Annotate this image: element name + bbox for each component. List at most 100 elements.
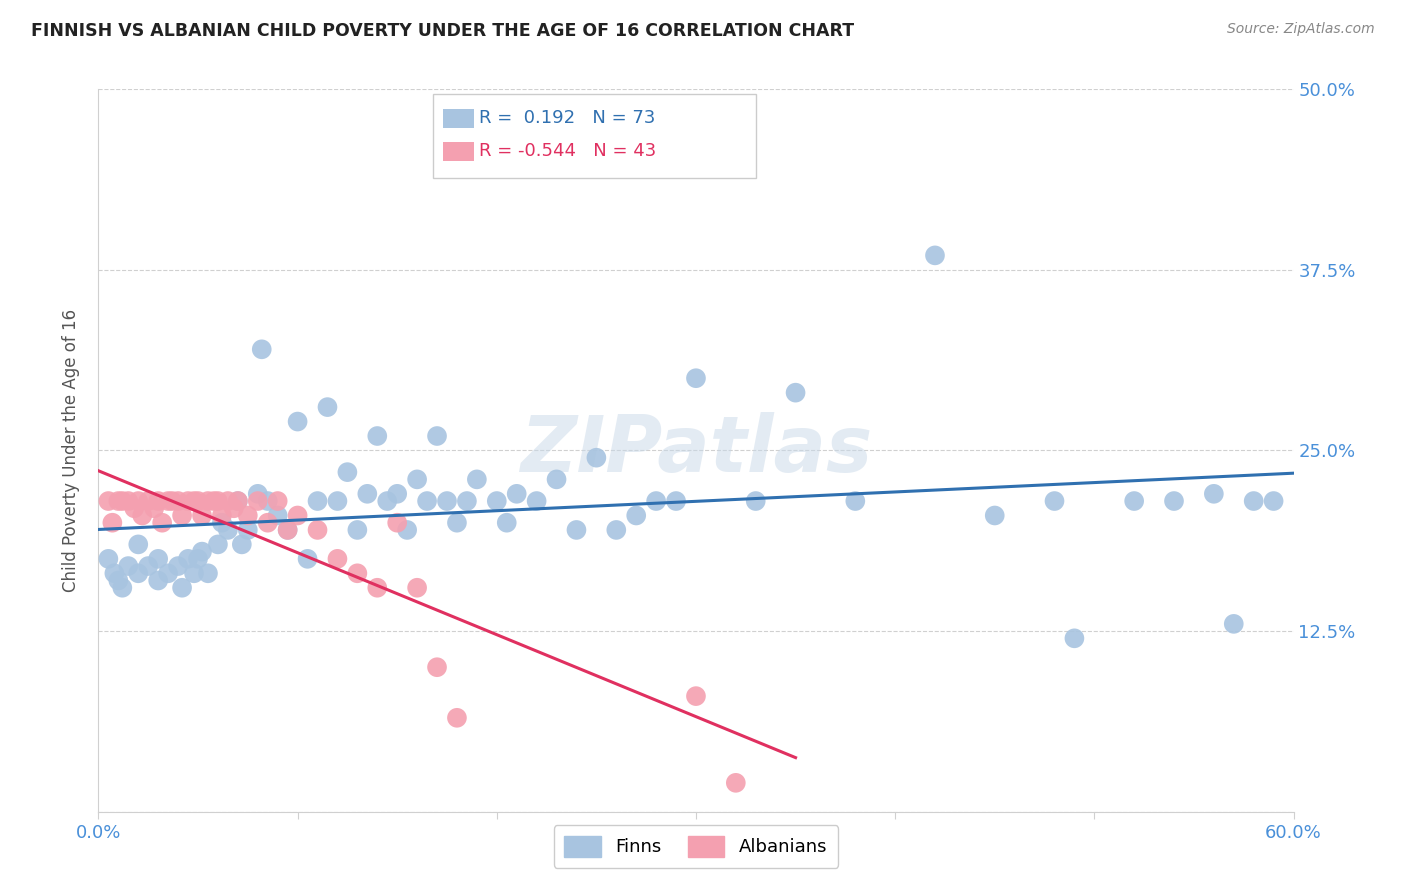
Point: [202, 494, 225, 508]
Point: [297, 551, 319, 566]
Point: [136, 559, 159, 574]
Point: [187, 551, 209, 566]
Point: [1123, 494, 1146, 508]
Point: [183, 566, 205, 581]
Point: [107, 494, 129, 508]
Point: [287, 415, 309, 429]
Point: [446, 516, 468, 530]
Point: [191, 508, 214, 523]
Point: [1263, 494, 1285, 508]
Point: [485, 494, 508, 508]
Point: [250, 343, 273, 357]
Point: [256, 494, 278, 508]
Point: [127, 566, 149, 581]
Point: [172, 581, 194, 595]
Point: [277, 523, 299, 537]
Point: [177, 494, 200, 508]
Point: [745, 494, 768, 508]
Point: [143, 501, 166, 516]
Point: [226, 494, 249, 508]
Point: [117, 494, 139, 508]
Point: [97, 551, 120, 566]
Point: [127, 494, 149, 508]
Point: [217, 523, 239, 537]
Point: [1243, 494, 1265, 508]
Point: [211, 516, 233, 530]
Point: [366, 429, 388, 443]
Point: [346, 523, 368, 537]
Point: [246, 494, 269, 508]
Point: [148, 494, 170, 508]
Point: [336, 465, 359, 479]
Point: [585, 450, 607, 465]
Point: [724, 776, 747, 790]
Point: [356, 487, 378, 501]
Point: [307, 523, 329, 537]
Point: [131, 508, 153, 523]
Point: [665, 494, 688, 508]
Y-axis label: Child Poverty Under the Age of 16: Child Poverty Under the Age of 16: [62, 309, 80, 592]
Point: [406, 472, 429, 486]
Point: [117, 559, 139, 574]
Point: [111, 494, 134, 508]
Point: [506, 487, 529, 501]
Legend: Finns, Albanians: Finns, Albanians: [554, 825, 838, 868]
Point: [148, 551, 170, 566]
Point: [605, 523, 627, 537]
Point: [785, 385, 807, 400]
Point: [316, 400, 339, 414]
Point: [426, 429, 449, 443]
Point: [150, 516, 173, 530]
Point: [148, 574, 170, 588]
Point: [111, 581, 134, 595]
Point: [226, 494, 249, 508]
Text: Source: ZipAtlas.com: Source: ZipAtlas.com: [1227, 22, 1375, 37]
Point: [307, 494, 329, 508]
Text: R = -0.544   N = 43: R = -0.544 N = 43: [479, 142, 657, 160]
Point: [167, 494, 190, 508]
Point: [97, 494, 120, 508]
Point: [101, 516, 124, 530]
Point: [267, 494, 290, 508]
Point: [396, 523, 419, 537]
Point: [160, 494, 183, 508]
Point: [685, 689, 707, 703]
Point: [183, 494, 205, 508]
Point: [1202, 487, 1225, 501]
Point: [207, 537, 229, 551]
Point: [103, 566, 125, 581]
Point: [844, 494, 866, 508]
Point: [346, 566, 368, 581]
Point: [495, 516, 517, 530]
Point: [416, 494, 439, 508]
Point: [267, 508, 290, 523]
Point: [406, 581, 429, 595]
Point: [136, 494, 159, 508]
Point: [385, 516, 409, 530]
Point: [326, 551, 349, 566]
Point: [157, 566, 180, 581]
Point: [456, 494, 478, 508]
Point: [107, 574, 129, 588]
Point: [197, 566, 219, 581]
Point: [1163, 494, 1185, 508]
Point: [222, 501, 245, 516]
Point: [685, 371, 707, 385]
Point: [446, 711, 468, 725]
Text: FINNISH VS ALBANIAN CHILD POVERTY UNDER THE AGE OF 16 CORRELATION CHART: FINNISH VS ALBANIAN CHILD POVERTY UNDER …: [31, 22, 853, 40]
Point: [984, 508, 1007, 523]
Point: [167, 559, 190, 574]
Point: [127, 537, 149, 551]
Point: [326, 494, 349, 508]
Point: [375, 494, 398, 508]
Point: [191, 544, 214, 558]
Point: [124, 501, 146, 516]
Point: [256, 516, 278, 530]
Point: [526, 494, 548, 508]
Point: [565, 523, 588, 537]
Point: [426, 660, 449, 674]
Point: [236, 508, 259, 523]
Point: [246, 487, 269, 501]
Point: [197, 494, 219, 508]
Point: [217, 494, 239, 508]
